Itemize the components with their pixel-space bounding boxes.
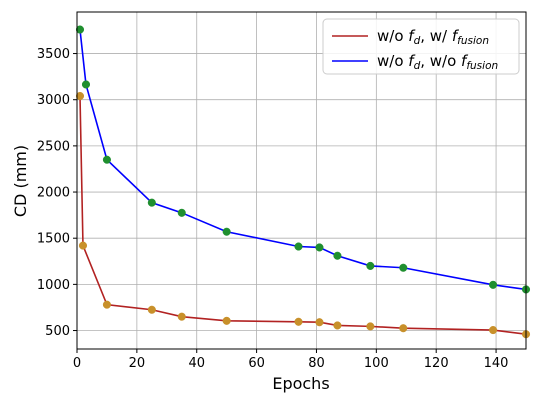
data-point <box>489 280 498 289</box>
data-point <box>222 316 231 325</box>
legend-label-part: d <box>414 60 421 72</box>
x-tick-label: 120 <box>424 356 449 371</box>
y-tick-label: 1500 <box>37 232 70 247</box>
x-tick-label: 0 <box>73 356 81 371</box>
legend-box <box>322 18 520 75</box>
legend-label-part: fusion <box>466 60 498 72</box>
data-point <box>147 198 156 207</box>
data-point <box>399 324 408 333</box>
data-point <box>333 321 342 330</box>
legend-label-part: , w/o <box>420 52 461 70</box>
legend-label-part: , w/ <box>420 27 452 45</box>
data-point <box>102 300 111 309</box>
x-tick-label: 20 <box>129 356 146 371</box>
data-point <box>366 322 375 331</box>
data-point <box>75 25 85 34</box>
data-point <box>489 326 498 335</box>
data-point <box>315 318 324 327</box>
legend-label: w/o fd, w/o ffusion <box>377 52 498 72</box>
y-tick-label: 1000 <box>37 278 70 293</box>
y-tick-label: 2500 <box>37 139 70 154</box>
ticks: 0 20 40 60 80 100 120 140 500 1000 1500 2000 2500 300… <box>37 47 509 371</box>
x-tick-label: 80 <box>308 356 325 371</box>
legend-label-part: f <box>461 52 469 70</box>
data-point <box>222 227 231 236</box>
plot-frame <box>76 11 527 350</box>
data-point <box>399 263 408 272</box>
legend-label-part: d <box>414 35 421 47</box>
x-tick-label: 40 <box>188 356 205 371</box>
x-tick-label: 60 <box>248 356 265 371</box>
legend-label-part: f <box>408 52 416 70</box>
data-point <box>102 155 111 164</box>
data-point <box>78 241 88 250</box>
x-tick-label: 100 <box>364 356 389 371</box>
data-point <box>315 243 324 252</box>
y-tick-label: 3000 <box>37 93 70 108</box>
data-point <box>366 261 375 270</box>
x-tick-label: 140 <box>484 356 509 371</box>
legend-label-part: w/o <box>377 52 408 70</box>
data-point <box>177 208 186 217</box>
legend-label-part: w/o <box>377 27 408 45</box>
y-axis-label: CD (mm) <box>11 145 30 217</box>
data-point <box>75 91 85 101</box>
data-point <box>177 312 186 321</box>
y-tick-label: 3500 <box>37 47 70 62</box>
data-point <box>333 251 342 260</box>
series-layer <box>75 25 531 339</box>
x-axis-label: Epochs <box>272 374 329 393</box>
data-point <box>294 317 303 326</box>
y-tick-label: 500 <box>45 324 70 339</box>
series-1 <box>75 91 531 339</box>
legend-label-part: f <box>452 27 460 45</box>
series-2 <box>75 25 531 294</box>
data-point <box>294 242 303 251</box>
legend-label-part: f <box>408 27 416 45</box>
legend-label-part: fusion <box>457 35 489 47</box>
y-tick-label: 2000 <box>37 186 70 201</box>
legend-label: w/o fd, w/ ffusion <box>377 27 489 47</box>
data-point <box>147 305 156 314</box>
data-point <box>81 80 91 89</box>
